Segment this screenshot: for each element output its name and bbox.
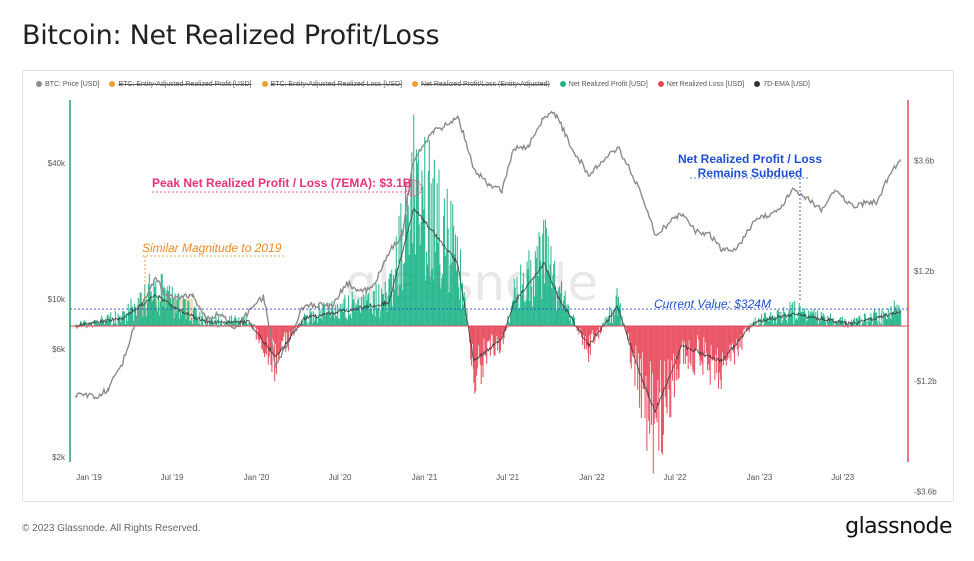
copyright-text: © 2023 Glassnode. All Rights Reserved. <box>22 523 201 534</box>
x-axis-tick: Jul '19 <box>161 473 184 482</box>
chart-frame <box>22 70 954 502</box>
right-axis-tick: -$3.6b <box>914 488 937 497</box>
left-axis-tick: $6k <box>52 345 66 354</box>
x-axis-tick: Jul '22 <box>664 473 687 482</box>
legend-label: BTC: Entity-Adjusted Realized Loss [USD] <box>270 80 403 88</box>
current-value-annotation: Current Value: $324M <box>654 297 771 311</box>
x-axis-tick: Jul '20 <box>329 473 352 482</box>
right-axis-tick: $1.2b <box>914 267 935 276</box>
series-layer <box>74 110 902 474</box>
x-axis-tick: Jan '21 <box>412 473 438 482</box>
legend-dot-icon <box>109 81 116 87</box>
similar-magnitude-annotation: Similar Magnitude to 2019 <box>142 241 282 255</box>
legend-item[interactable]: 7D-EMA [USD] <box>754 81 810 88</box>
ema-line <box>74 207 901 413</box>
legend-label: Net Realized Profit [USD] <box>568 80 648 88</box>
legend-item[interactable]: Net Realized Profit/Loss (Entity-Adjuste… <box>412 81 550 88</box>
brand-logo: glassnode <box>845 514 952 539</box>
chart-legend: BTC: Price [USD] BTC: Entity-Adjusted Rea… <box>36 77 936 91</box>
left-axis-tick: $10k <box>48 295 66 304</box>
legend-label: Net Realized Profit/Loss (Entity-Adjuste… <box>421 80 550 88</box>
legend-item[interactable]: Net Realized Loss [USD] <box>657 80 745 88</box>
x-axis-tick: Jul '23 <box>831 473 854 482</box>
x-axis-tick: Jan '20 <box>244 473 270 482</box>
legend-label: Net Realized Loss [USD] <box>666 80 745 88</box>
left-axis-tick: $2k <box>52 453 66 462</box>
x-axis-tick: Jan '22 <box>579 473 605 482</box>
legend-dot-icon <box>657 81 664 87</box>
legend-item[interactable]: BTC: Price [USD] <box>36 81 99 88</box>
subdued-annotation-line2: Remains Subdued <box>697 166 803 180</box>
price-line <box>74 110 902 400</box>
legend-item[interactable]: Net Realized Profit [USD] <box>559 80 648 88</box>
legend-dot-icon <box>36 81 42 87</box>
legend-label: BTC: Entity-Adjusted Realized Profit [US… <box>118 80 252 88</box>
subdued-annotation-line1: Net Realized Profit / Loss <box>677 152 823 166</box>
legend-dot-icon <box>261 81 268 87</box>
right-axis-tick: -$1.2b <box>914 377 937 386</box>
legend-item[interactable]: BTC: Entity-Adjusted Realized Profit [US… <box>109 80 252 88</box>
legend-label: BTC: Price [USD] <box>45 80 100 88</box>
legend-dot-icon <box>412 81 419 87</box>
page-title: Bitcoin: Net Realized Profit/Loss <box>22 20 440 51</box>
right-axis-tick: $3.6b <box>914 156 935 165</box>
x-axis-tick: Jan '19 <box>76 473 102 482</box>
legend-label: 7D-EMA [USD] <box>763 80 810 88</box>
x-axis-tick: Jan '23 <box>747 473 773 482</box>
legend-item[interactable]: BTC: Entity-Adjusted Realized Loss [USD] <box>261 80 403 88</box>
legend-dot-icon <box>754 81 761 87</box>
left-axis-tick: $40k <box>48 159 66 168</box>
x-axis-tick: Jul '21 <box>496 473 519 482</box>
subdued-annotation: Net Realized Profit / Loss Remains Subdu… <box>660 152 840 180</box>
legend-dot-icon <box>559 81 566 87</box>
axes-layer: $40k $10k $6k $2k $3.6b $1.2b -$1.2b -$3.6b Jan … <box>48 100 937 497</box>
peak-annotation: Peak Net Realized Profit / Loss (7EMA): … <box>152 176 412 190</box>
